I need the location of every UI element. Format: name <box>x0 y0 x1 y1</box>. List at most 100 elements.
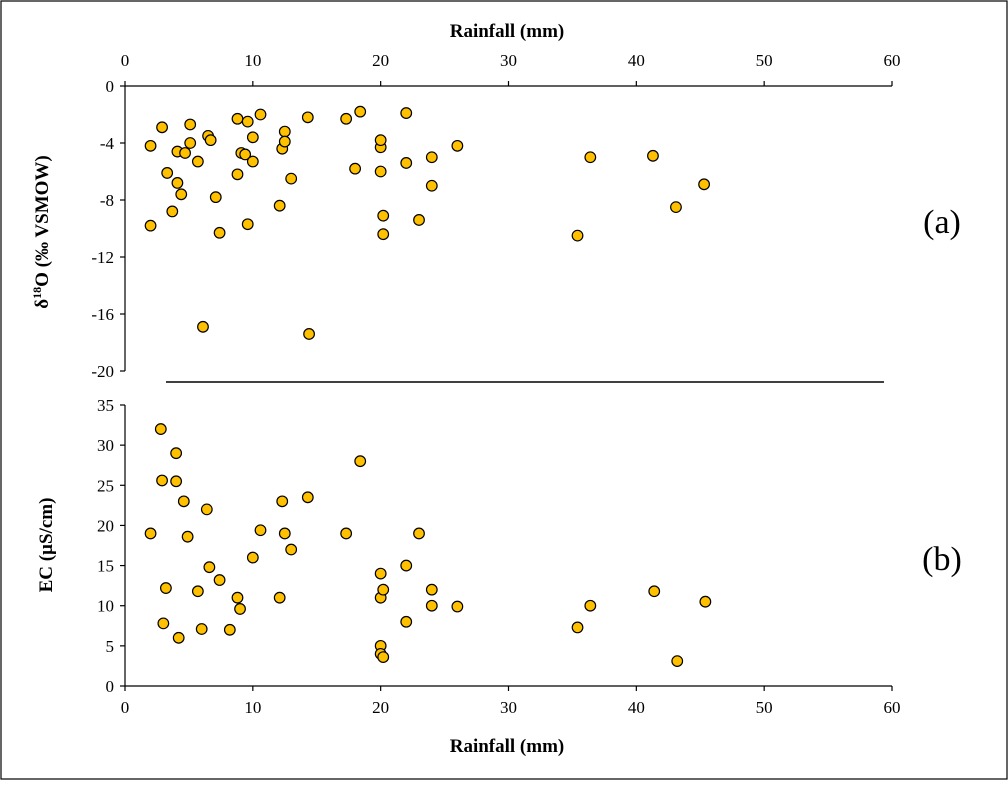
panel-a-x-tick-label: 20 <box>372 51 389 70</box>
panel-a-data-point <box>349 162 362 175</box>
panel-a-ylabel-sup: 18 <box>30 287 44 299</box>
panel-b-data-point <box>671 655 684 668</box>
panel-a-data-point <box>179 147 191 159</box>
panel-a-data-point <box>571 229 584 242</box>
panel-a: Rainfall (mm) δ18O (‰ VSMOW) (a) 0 10 20 30… <box>30 21 961 381</box>
panel-a-y-tick-label: -16 <box>91 305 114 324</box>
panel-b-data-point <box>231 591 244 604</box>
panel-b-data-point <box>156 474 168 487</box>
panel-b-data-point <box>648 585 661 598</box>
panel-b-y-tick-label: 20 <box>97 516 114 535</box>
panel-a-data-point <box>254 108 267 121</box>
panel-b-data-point <box>200 503 213 516</box>
panel-a-data-point <box>670 201 682 214</box>
panel-b-data-point <box>203 561 216 574</box>
panel-b-data-point <box>377 583 390 596</box>
panel-b-data-point <box>377 651 390 663</box>
panel-a-x-tick-label: 50 <box>756 51 773 70</box>
panel-b-data-point <box>400 615 413 628</box>
panel-a-data-point <box>285 172 298 185</box>
panel-a-data-point <box>197 320 209 333</box>
panel-b-data-point <box>301 491 314 504</box>
panel-a-data-point <box>374 134 387 147</box>
panel-a-data-point <box>301 111 314 124</box>
panel-a-data-point <box>144 219 157 232</box>
panel-b-data-point <box>425 599 438 612</box>
panel-a-data-point <box>144 139 157 152</box>
panel-b-data-point <box>213 574 226 586</box>
panel-b-data-point <box>699 595 712 608</box>
panel-a-data-point <box>213 226 226 239</box>
panel-a-y-tick-label: 0 <box>106 77 115 96</box>
panel-b-data-point <box>285 543 298 556</box>
panel-a-data-point <box>584 151 597 164</box>
panel-a-y-tick-label: -20 <box>91 362 114 381</box>
panel-a-data-point <box>191 155 204 168</box>
panel-b-data-point <box>571 621 584 634</box>
panel-a-data-point <box>231 112 244 125</box>
panel-a-data-point <box>161 167 174 179</box>
panel-a-y-tick-label: -12 <box>91 248 114 267</box>
panel-a-data-point <box>354 105 367 118</box>
panel-a-data-point <box>204 134 217 147</box>
panel-a-data-point <box>239 148 252 161</box>
panel-a-data-point <box>413 214 425 226</box>
panel-a-data-point <box>647 149 659 162</box>
panel-a-data-point <box>171 176 184 189</box>
panel-b-y-tick-label: 35 <box>97 396 114 415</box>
panel-b-data-point <box>157 617 170 630</box>
panel-b-y-tick-label: 5 <box>106 637 115 656</box>
panel-a-data-point <box>241 115 254 128</box>
panel-a-x-tick-label: 0 <box>121 51 130 70</box>
panel-a-data-point <box>278 125 291 138</box>
panel-a-data-point <box>303 328 315 340</box>
panel-b-y-tick-label: 25 <box>97 476 114 495</box>
panel-b-ylabel: EC (µS/cm) <box>36 498 57 593</box>
panel-a-data-point <box>184 118 197 131</box>
panel-a-x-tick-label: 60 <box>884 51 901 70</box>
panel-a-data-point <box>209 191 222 204</box>
panel-a-data-point <box>451 139 464 152</box>
panel-b: Rainfall (mm) EC (µS/cm) (b) 0 10 20 30 40 50… <box>36 396 962 757</box>
panel-a-data-point <box>156 121 168 134</box>
panel-b-data-point <box>278 527 291 540</box>
panel-a-data-point <box>377 209 390 222</box>
panel-b-x-tick-label: 30 <box>500 698 517 717</box>
panel-a-label: (a) <box>923 204 961 241</box>
panel-a-x-tick-label: 10 <box>244 51 261 70</box>
panel-a-data-point <box>400 157 413 169</box>
panel-a-x-tick-label: 40 <box>628 51 645 70</box>
panel-a-ylabel: δ18O (‰ VSMOW) <box>30 155 53 308</box>
panel-a-data-point <box>698 178 710 191</box>
panel-a-data-point <box>184 137 197 149</box>
panel-a-data-point <box>246 155 259 168</box>
panel-a-data-point <box>425 179 438 192</box>
panel-b-xlabel: Rainfall (mm) <box>450 736 565 757</box>
panel-b-data-point <box>181 530 194 543</box>
panel-a-xlabel: Rainfall (mm) <box>450 21 565 42</box>
panel-b-data-point <box>154 423 167 435</box>
panel-b-data-point <box>191 585 204 598</box>
panel-a-data-point <box>377 228 390 241</box>
panel-b-data-point <box>170 475 183 488</box>
panel-b-data-point <box>170 447 183 460</box>
panel-a-data-point <box>425 151 438 164</box>
panel-b-data-point <box>177 495 190 508</box>
panel-a-data-point <box>175 188 188 201</box>
panel-b-data-point <box>276 495 289 508</box>
panel-b-data-point <box>374 567 387 580</box>
panel-b-x-tick-label: 20 <box>372 698 389 717</box>
panel-b-data-point <box>354 455 367 468</box>
panel-b-x-tick-label: 40 <box>628 698 645 717</box>
panel-a-data-point <box>400 107 413 119</box>
panel-a-data-point <box>374 165 387 178</box>
panel-b-data-point <box>451 600 464 613</box>
panel-b-data-point <box>425 583 438 596</box>
panel-b-x-tick-label: 10 <box>244 698 261 717</box>
panel-a-data-point <box>166 205 179 218</box>
panel-a-data-point <box>231 168 244 181</box>
panel-b-data-point <box>400 559 413 572</box>
panel-a-data-point <box>273 199 286 212</box>
